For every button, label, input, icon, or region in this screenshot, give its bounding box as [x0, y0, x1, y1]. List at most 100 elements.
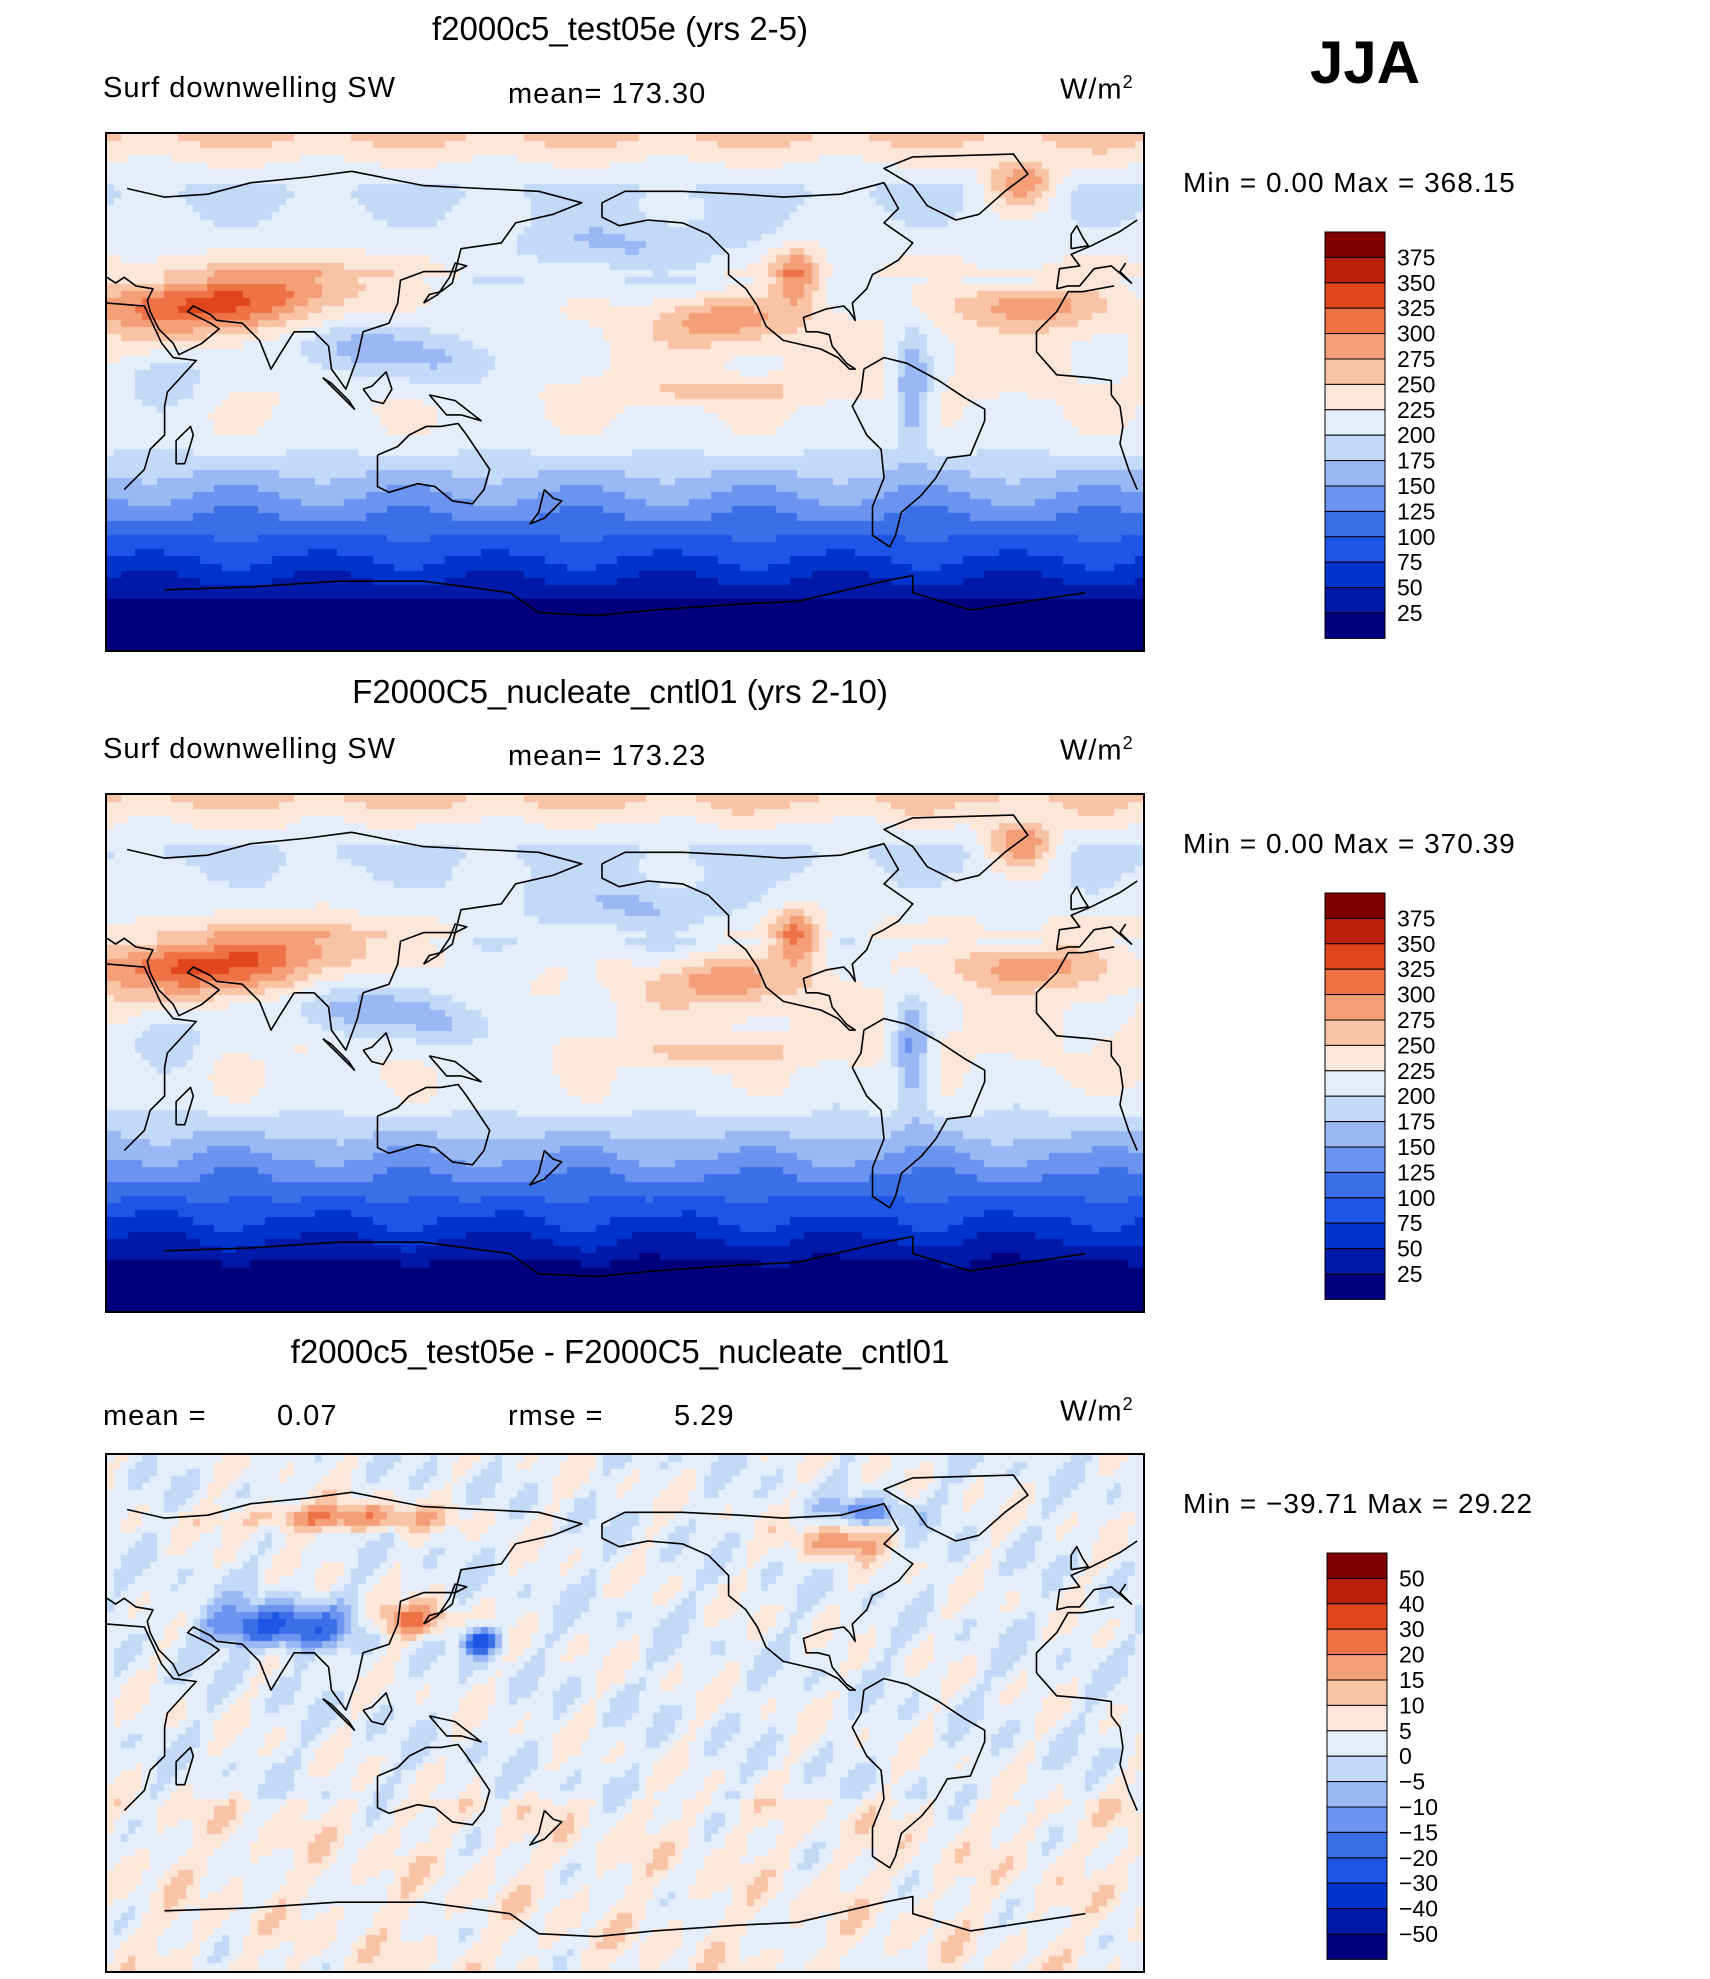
coastline	[601, 842, 914, 1031]
colorbar-tick-label: 50	[1399, 1565, 1425, 1591]
colorbar-swatch	[1326, 1603, 1388, 1630]
colorbar-tick-label: 150	[1397, 1134, 1435, 1160]
colorbar-tick-label: 175	[1397, 1109, 1435, 1135]
colorbar-swatch	[1326, 1730, 1388, 1757]
colorbar-swatch	[1324, 434, 1386, 462]
coastline	[175, 1086, 195, 1126]
colorbar-tick-label: 275	[1397, 346, 1435, 372]
colorbar-swatch	[1326, 1577, 1388, 1605]
panel1-mean: mean= 173.30	[508, 78, 707, 110]
colorbar-swatch	[1324, 307, 1386, 335]
coastline	[883, 814, 1029, 882]
panel1-variable: Surf downwelling SW	[103, 72, 396, 104]
colorbar-tick-label: 300	[1397, 321, 1435, 347]
coastline	[164, 1895, 1086, 1938]
coastline	[1035, 1672, 1138, 1811]
coastline	[1035, 285, 1115, 352]
panel2-colorbar: 375 350 325 300 275 250 225 200 175 150 125 100 75 50…	[1324, 892, 1545, 1305]
coastline	[1056, 1583, 1133, 1611]
colorbar-tick-label: −15	[1399, 1819, 1438, 1845]
coastline	[1070, 224, 1090, 250]
coastline	[851, 356, 986, 548]
coastline	[362, 371, 393, 405]
colorbar-swatch	[1324, 1248, 1386, 1275]
colorbar-tick-label: 25	[1397, 600, 1423, 626]
colorbar-swatch	[1324, 231, 1386, 258]
field-raster	[107, 1455, 1143, 1971]
coastline	[362, 1692, 393, 1726]
colorbar-swatch	[1326, 1831, 1388, 1859]
coastline	[601, 181, 914, 370]
colorbar-swatch	[1326, 1933, 1388, 1960]
panel3-mean-label: mean =	[103, 1400, 207, 1432]
coastline	[883, 153, 1029, 221]
colorbar-swatch	[1324, 510, 1386, 538]
panel3-field	[107, 1455, 1143, 1971]
colorbar-tick-label: 20	[1399, 1642, 1425, 1668]
coastline	[529, 1149, 563, 1186]
colorbar-swatch	[1326, 1781, 1388, 1808]
panel3-map	[105, 1453, 1145, 1973]
field-raster	[107, 795, 1143, 1311]
colorbar-swatch	[1324, 1044, 1386, 1072]
colorbar-swatch	[1324, 1019, 1386, 1046]
coastline	[428, 1055, 482, 1083]
coastline	[376, 422, 491, 505]
coastline	[1056, 262, 1133, 290]
coastline	[1035, 1012, 1138, 1151]
coastline	[1035, 946, 1115, 1013]
panel2-title: F2000C5_nucleate_cntl01 (yrs 2-10)	[352, 673, 888, 710]
colorbar-tick-label: −5	[1399, 1769, 1425, 1795]
colorbar-swatch	[1324, 892, 1386, 919]
coastline	[1035, 351, 1138, 490]
colorbar-swatch	[1324, 1222, 1386, 1250]
coastline	[164, 574, 1086, 617]
coastline	[529, 1809, 563, 1846]
coastline	[422, 1583, 468, 1625]
coastline	[601, 1502, 914, 1691]
coastline	[175, 425, 195, 465]
panel3-units: W/m2	[1060, 1394, 1134, 1428]
colorbar-swatch	[1324, 256, 1386, 284]
colorbar-tick-label: 350	[1397, 931, 1435, 957]
colorbar-swatch	[1324, 1121, 1386, 1148]
coastline	[107, 1491, 583, 1711]
colorbar-tick-label: 150	[1397, 473, 1435, 499]
colorbar-tick-label: −20	[1399, 1845, 1438, 1871]
coastline	[164, 1235, 1086, 1278]
panel1-title: f2000c5_test05e (yrs 2-5)	[431, 10, 809, 47]
colorbar-swatch	[1324, 1095, 1386, 1123]
colorbar-tick-label: 50	[1397, 575, 1423, 601]
colorbar-tick-label: 100	[1397, 524, 1435, 550]
colorbar-swatch	[1324, 282, 1386, 309]
coastline	[322, 377, 356, 411]
coastline	[1070, 1545, 1090, 1571]
coastline	[322, 1038, 356, 1072]
colorbar-tick-label: 225	[1397, 397, 1435, 423]
colorbar-tick-label: −50	[1399, 1921, 1438, 1947]
coastline	[422, 923, 468, 965]
coastline	[428, 1715, 482, 1743]
panel2-units: W/m2	[1060, 733, 1134, 767]
colorbar-swatch	[1326, 1755, 1388, 1783]
coastline	[107, 170, 583, 390]
colorbar-tick-label: 175	[1397, 448, 1435, 474]
coastline	[883, 1474, 1029, 1542]
colorbar-swatch	[1324, 917, 1386, 945]
coastline	[428, 394, 482, 422]
colorbar-swatch	[1326, 1908, 1388, 1935]
colorbar-tick-label: 75	[1397, 1210, 1423, 1236]
colorbar-swatch	[1324, 383, 1386, 411]
colorbar-swatch	[1326, 1806, 1388, 1833]
colorbar-swatch	[1324, 460, 1386, 487]
colorbar-swatch	[1326, 1552, 1388, 1579]
panel1-colorbar: 375 350 325 300 275 250 225 200 175 150 125 100 75 50…	[1324, 231, 1545, 644]
colorbar-tick-label: 250	[1397, 371, 1435, 397]
colorbar-tick-label: 275	[1397, 1007, 1435, 1033]
coastline	[362, 1032, 393, 1066]
coastline	[1056, 923, 1133, 951]
coastline	[376, 1743, 491, 1826]
coastline	[1070, 885, 1090, 911]
coastline	[376, 1083, 491, 1166]
panel3-mean-value: 0.07	[277, 1400, 338, 1432]
